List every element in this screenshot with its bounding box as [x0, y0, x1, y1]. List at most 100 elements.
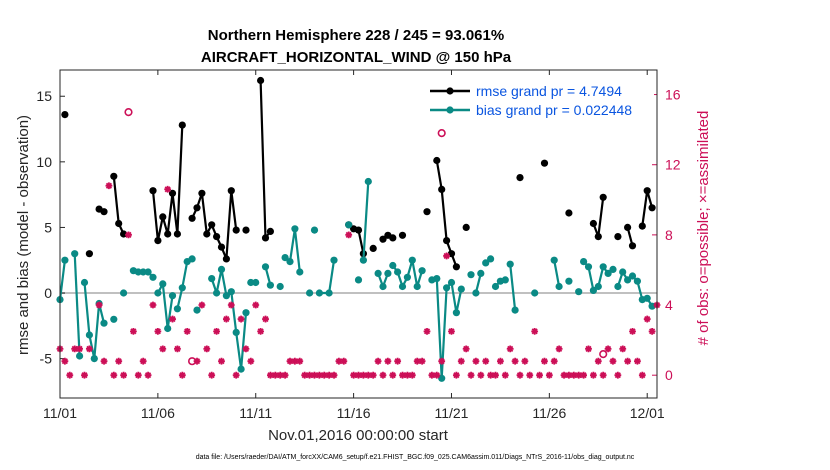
bias-line-segment — [553, 259, 561, 287]
assimilated-obs-point — [428, 371, 436, 379]
rmse-point — [624, 223, 632, 231]
assimilated-obs-point — [555, 345, 563, 353]
bias-point — [144, 268, 152, 276]
assimilated-obs-point — [526, 371, 534, 379]
assimilated-obs-point — [545, 371, 553, 379]
bias-point — [325, 289, 333, 297]
bias-point — [227, 288, 235, 296]
assimilated-obs-point — [276, 371, 284, 379]
assimilated-obs-point — [320, 371, 328, 379]
assimilated-obs-series — [56, 182, 661, 379]
bias-point — [296, 268, 304, 276]
assimilated-obs-point — [399, 371, 406, 379]
assimilated-obs-point — [423, 327, 431, 335]
bias-point — [491, 282, 500, 291]
bias-point — [487, 255, 495, 263]
bias-point — [457, 285, 465, 293]
assimilated-obs-point — [222, 315, 230, 323]
y-tick-label: 0 — [44, 285, 52, 301]
assimilated-obs-point — [105, 182, 113, 190]
assimilated-obs-point — [418, 357, 426, 365]
assimilated-obs-point — [237, 315, 245, 323]
bias-point — [80, 278, 89, 287]
bias-point — [281, 254, 289, 262]
assimilated-obs-point — [286, 357, 294, 365]
assimilated-obs-point — [301, 371, 309, 379]
rmse-point — [398, 231, 407, 239]
assimilated-obs-point — [448, 327, 455, 335]
assimilated-obs-point — [134, 371, 142, 379]
rmse-point — [208, 221, 216, 229]
bias-point — [90, 355, 98, 363]
bias-point — [71, 250, 79, 258]
assimilated-obs-point — [213, 327, 220, 335]
assimilated-obs-point — [550, 357, 558, 365]
bias-point — [120, 289, 128, 297]
rmse-point — [594, 233, 602, 241]
assimilated-obs-point — [541, 357, 548, 365]
bias-point — [633, 277, 642, 285]
assimilated-obs-point — [575, 371, 583, 379]
y-axis-label: rmse and bias (model - observation) — [15, 115, 32, 355]
assimilated-obs-point — [271, 371, 279, 379]
rmse-point — [178, 121, 186, 129]
y-tick-label: 15 — [36, 88, 52, 104]
bias-point — [604, 269, 612, 277]
assimilated-obs-point — [174, 345, 181, 353]
assimilated-obs-point — [227, 301, 235, 309]
bias-point — [310, 226, 319, 234]
legend-bias-label: bias grand pr = 0.022448 — [476, 102, 632, 118]
rmse-point — [164, 230, 172, 238]
assimilated-obs-point — [178, 371, 186, 379]
bias-point — [76, 352, 84, 360]
x-tick-label: 11/01 — [43, 405, 77, 421]
rmse-point — [643, 187, 651, 195]
bias-point — [580, 258, 588, 266]
x-tick-label: 11/11 — [239, 405, 272, 421]
possible-obs-series — [124, 107, 608, 366]
assimilated-obs-point — [643, 315, 651, 323]
assimilated-obs-point — [120, 371, 128, 379]
assimilated-obs-point — [267, 371, 274, 379]
chart-title: Northern Hemisphere 228 / 245 = 93.061% — [208, 27, 504, 44]
bias-point — [614, 282, 622, 291]
bias-point — [643, 294, 651, 302]
assimilated-obs-point — [467, 371, 475, 379]
rmse-point — [354, 226, 363, 234]
bias-point — [213, 289, 221, 297]
bias-point — [418, 267, 426, 275]
assimilated-obs-point — [580, 371, 587, 379]
x-tick-label: 11/21 — [434, 405, 468, 421]
rmse-point — [516, 174, 524, 182]
assimilated-obs-point — [115, 357, 123, 365]
rmse-point — [452, 263, 460, 271]
assimilated-obs-point — [61, 357, 69, 365]
bias-point — [565, 277, 573, 285]
assimilated-obs-point — [492, 371, 499, 379]
bias-point — [472, 289, 480, 297]
rmse-point — [100, 208, 108, 216]
assimilated-obs-point — [183, 327, 191, 335]
rmse-point — [628, 242, 637, 250]
legend-rmse-marker — [446, 87, 454, 95]
rmse-point — [648, 204, 656, 212]
bias-line-segment — [73, 253, 81, 357]
bias-point — [159, 280, 167, 288]
rmse-point — [438, 185, 446, 193]
assimilated-obs-point — [438, 357, 446, 365]
assimilated-obs-point — [144, 371, 152, 379]
bias-point — [354, 276, 363, 284]
right-y-axis-label: # of obs: o=possible; ×=assimilated — [695, 111, 712, 346]
assimilated-obs-point — [340, 357, 348, 365]
assimilated-obs-point — [404, 371, 411, 379]
bias-point — [506, 260, 514, 268]
assimilated-obs-point — [614, 371, 622, 379]
assimilated-obs-point — [638, 371, 646, 379]
rmse-point — [565, 209, 573, 217]
bias-point — [100, 319, 108, 327]
bias-point — [467, 271, 475, 279]
assimilated-obs-point — [350, 371, 358, 379]
bias-point — [149, 273, 157, 281]
assimilated-obs-point — [247, 357, 255, 365]
